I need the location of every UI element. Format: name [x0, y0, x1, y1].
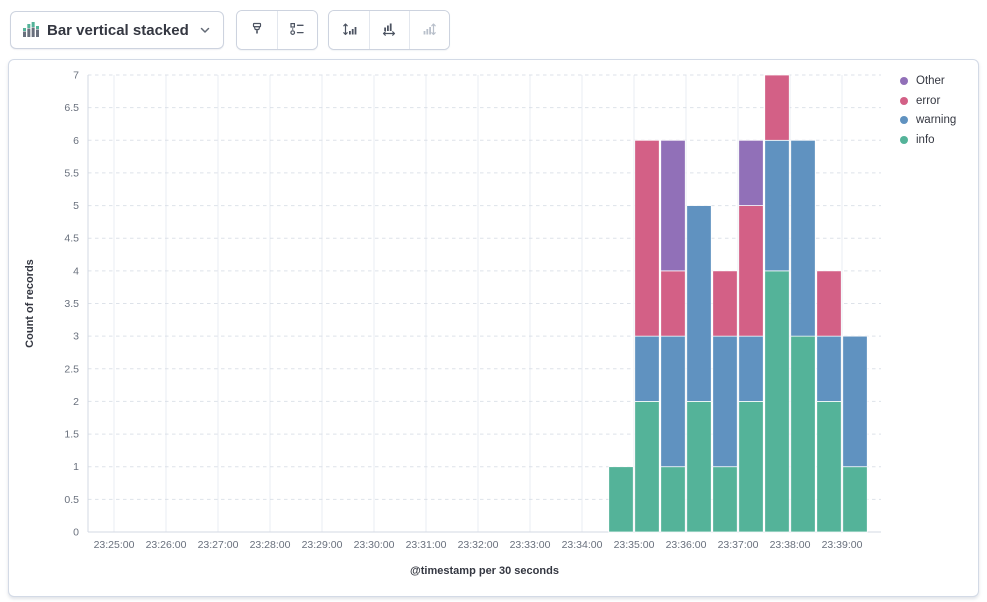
legend-item-error[interactable]: error [900, 95, 956, 107]
chevron-down-icon [199, 24, 211, 36]
bar-segment-info[interactable] [686, 401, 712, 533]
bar-segment-error[interactable] [660, 270, 686, 337]
chart-legend: Other error warning info [900, 75, 956, 153]
bar-segment-error[interactable] [764, 74, 790, 141]
bar-segment-error[interactable] [738, 205, 764, 337]
bar-segment-error[interactable] [712, 270, 738, 337]
bar-segment-error[interactable] [816, 270, 842, 337]
legend-item-info[interactable]: info [900, 134, 956, 146]
svg-text:1: 1 [73, 461, 79, 473]
svg-text:7: 7 [73, 70, 79, 82]
legend-item-warning[interactable]: warning [900, 114, 956, 126]
bar-segment-Other[interactable] [738, 139, 764, 206]
svg-text:23:27:00: 23:27:00 [198, 539, 239, 551]
brush-icon [249, 21, 265, 40]
axis-right-icon [421, 21, 437, 40]
svg-text:0: 0 [73, 527, 79, 539]
chart-type-dropdown[interactable]: Bar vertical stacked [10, 11, 224, 49]
bar-segment-warning[interactable] [686, 205, 712, 402]
toolbar: Bar vertical stacked [0, 0, 987, 59]
bar-segment-info[interactable] [660, 466, 686, 533]
svg-text:23:29:00: 23:29:00 [302, 539, 343, 551]
svg-text:3.5: 3.5 [64, 298, 79, 310]
svg-text:23:32:00: 23:32:00 [458, 539, 499, 551]
bar-segment-warning[interactable] [816, 335, 842, 402]
bar-segment-Other[interactable] [660, 139, 686, 272]
visual-options-button[interactable] [236, 11, 277, 49]
svg-text:0.5: 0.5 [64, 494, 79, 506]
svg-text:23:39:00: 23:39:00 [822, 539, 863, 551]
svg-text:1.5: 1.5 [64, 429, 79, 441]
chart-panel: 0 0.5 1 1.5 2 2.5 3 3.5 4 4.5 5 5.5 6 6.5 7 23:25:00 23:… [8, 59, 979, 597]
svg-text:4.5: 4.5 [64, 233, 79, 245]
right-axis-button [408, 11, 449, 49]
bar-segment-info[interactable] [738, 401, 764, 533]
svg-text:23:38:00: 23:38:00 [770, 539, 811, 551]
svg-text:23:26:00: 23:26:00 [146, 539, 187, 551]
legend-label: warning [916, 114, 957, 126]
axis-bottom-icon [381, 21, 397, 40]
bar-segment-warning[interactable] [842, 335, 868, 468]
svg-text:4: 4 [73, 265, 79, 277]
bottom-axis-button[interactable] [368, 11, 409, 49]
svg-text:2: 2 [73, 396, 79, 408]
svg-text:5.5: 5.5 [64, 167, 79, 179]
left-axis-button[interactable] [328, 11, 369, 49]
legend-dot [900, 77, 908, 85]
bar-segment-info[interactable] [634, 401, 660, 533]
bar-segment-info[interactable] [712, 466, 738, 533]
svg-text:23:36:00: 23:36:00 [666, 539, 707, 551]
svg-text:23:37:00: 23:37:00 [718, 539, 759, 551]
bar-segment-warning[interactable] [790, 139, 816, 337]
bar-segment-error[interactable] [634, 139, 660, 337]
legend-label: error [916, 94, 941, 107]
x-axis-title: @timestamp per 30 seconds [410, 565, 559, 577]
bar-segment-warning[interactable] [738, 335, 764, 402]
svg-text:2.5: 2.5 [64, 363, 79, 375]
svg-text:23:33:00: 23:33:00 [510, 539, 551, 551]
legend-item-other[interactable]: Other [900, 75, 956, 87]
axis-button-group [327, 10, 450, 50]
legend-settings-button[interactable] [276, 11, 317, 49]
svg-text:5: 5 [73, 200, 79, 212]
bar-segment-warning[interactable] [712, 335, 738, 468]
stacked-bar-chart[interactable]: 0 0.5 1 1.5 2 2.5 3 3.5 4 4.5 5 5.5 6 6.5 7 23:25:00 23:… [9, 60, 897, 590]
y-axis-title: Count of records [24, 259, 36, 348]
svg-text:6.5: 6.5 [64, 102, 79, 114]
svg-text:23:30:00: 23:30:00 [354, 539, 395, 551]
bar-segment-warning[interactable] [660, 335, 686, 468]
bar-segment-info[interactable] [608, 466, 634, 533]
svg-text:23:28:00: 23:28:00 [250, 539, 291, 551]
bar-segment-warning[interactable] [764, 139, 790, 272]
legend-dot [900, 96, 908, 105]
bar-segment-warning[interactable] [634, 335, 660, 402]
svg-text:23:34:00: 23:34:00 [562, 539, 603, 551]
legend-dot [900, 135, 908, 144]
axis-left-icon [341, 21, 357, 40]
svg-text:23:35:00: 23:35:00 [614, 539, 655, 551]
legend-label: info [916, 133, 935, 146]
bar-segment-info[interactable] [842, 466, 868, 533]
legend-dot [900, 116, 908, 124]
svg-text:6: 6 [73, 135, 79, 147]
bar-segment-info[interactable] [790, 335, 816, 533]
svg-text:23:25:00: 23:25:00 [94, 539, 135, 551]
chart-type-label: Bar vertical stacked [47, 21, 189, 39]
bar-vertical-stacked-icon [23, 21, 39, 40]
legend-label: Other [916, 75, 945, 87]
bar-segment-info[interactable] [764, 270, 790, 533]
legend-list-icon [289, 21, 305, 40]
bar-segment-info[interactable] [816, 401, 842, 533]
style-button-group [235, 10, 318, 50]
svg-text:23:31:00: 23:31:00 [406, 539, 447, 551]
svg-text:3: 3 [73, 331, 79, 343]
